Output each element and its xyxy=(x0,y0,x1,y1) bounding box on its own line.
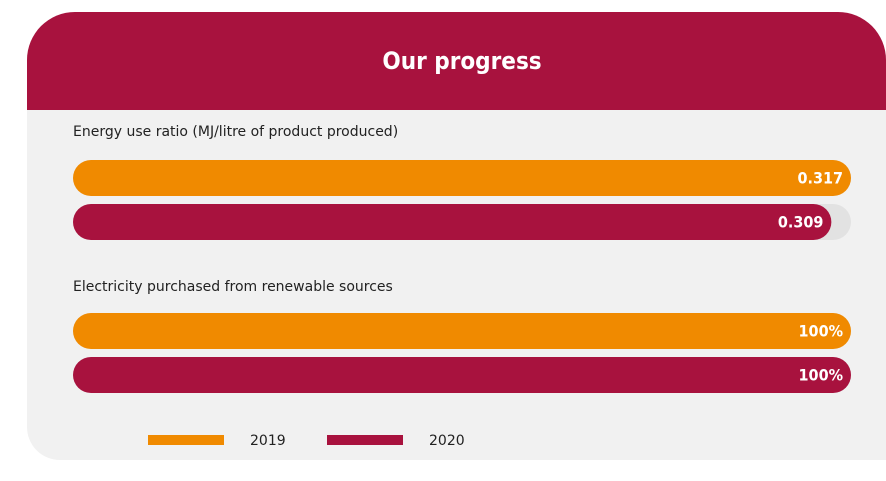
group-label: Electricity purchased from renewable sou… xyxy=(73,279,393,295)
bar xyxy=(73,313,851,349)
bar xyxy=(73,204,832,240)
data-label: 100% xyxy=(799,322,843,341)
group-label: Energy use ratio (MJ/litre of product pr… xyxy=(73,124,398,140)
data-label: 0.317 xyxy=(797,169,843,188)
legend-swatch xyxy=(327,435,403,445)
bar xyxy=(73,160,851,196)
header xyxy=(27,12,886,110)
legend-label: 2020 xyxy=(429,433,465,449)
legend-swatch xyxy=(148,435,224,445)
bar xyxy=(73,357,851,393)
header-title: Our progress xyxy=(382,47,541,75)
data-label: 0.309 xyxy=(778,213,824,232)
legend-label: 2019 xyxy=(250,433,286,449)
data-label: 100% xyxy=(799,366,843,385)
